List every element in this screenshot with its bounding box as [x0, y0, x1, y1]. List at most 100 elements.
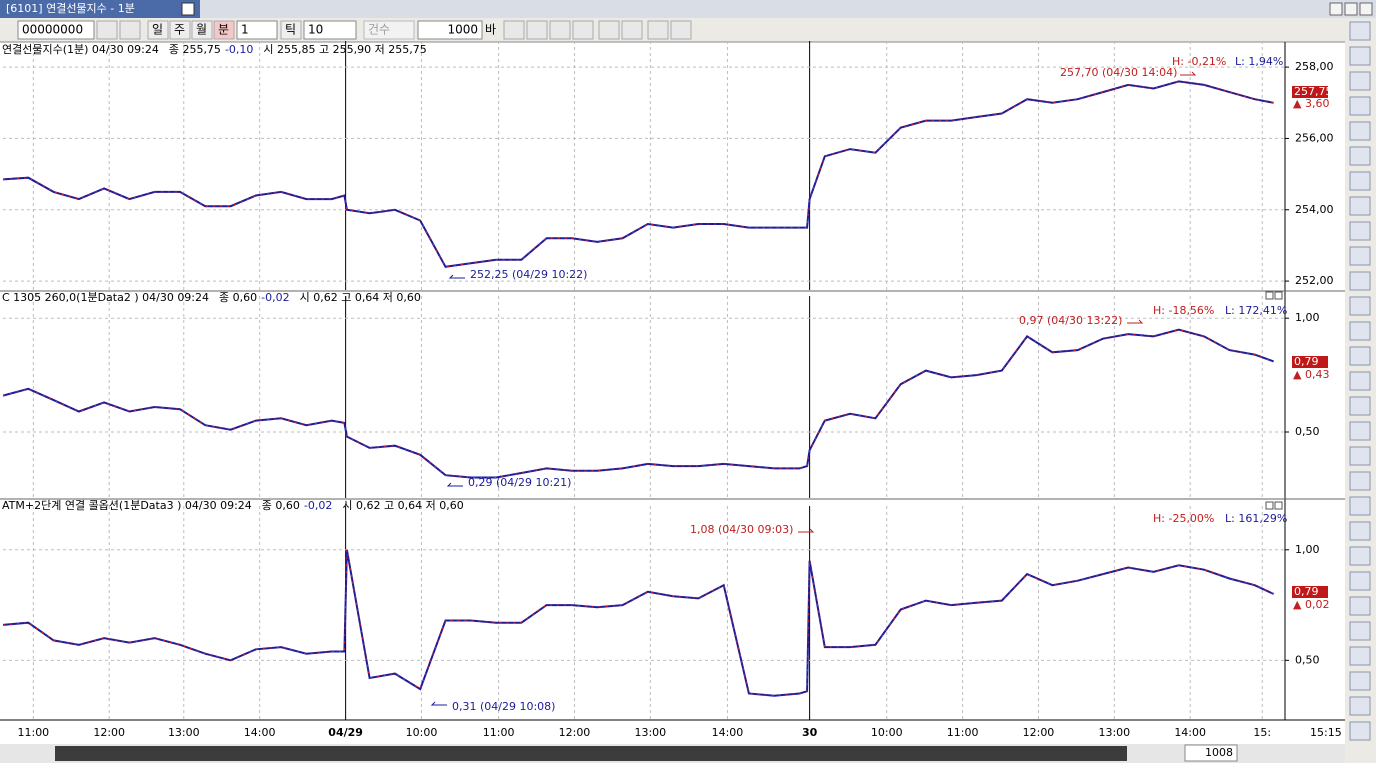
tick-label: 틱: [285, 23, 296, 37]
month-label: 월: [196, 23, 207, 37]
tool-button[interactable]: [647, 20, 669, 40]
last-time: 15:15: [1310, 726, 1342, 739]
panel-legend: ATM+2단계 연결 콜옵션(1분Data3 ) 04/30 09:24 종 0,…: [2, 499, 464, 512]
side-tool[interactable]: [1349, 296, 1371, 316]
close-button[interactable]: [1359, 2, 1373, 16]
legend-close: 종 0,60: [262, 499, 300, 512]
bar-count-box[interactable]: [1184, 744, 1238, 762]
side-tool[interactable]: [1349, 646, 1371, 666]
side-tool[interactable]: [1349, 96, 1371, 116]
panel-close-button[interactable]: [1274, 501, 1283, 510]
side-tool[interactable]: [1349, 46, 1371, 66]
minute-button[interactable]: [213, 20, 235, 40]
week-button[interactable]: [169, 20, 191, 40]
min-arrow: [430, 701, 447, 706]
side-tool[interactable]: [1349, 246, 1371, 266]
x-tick-label: 14:00: [1174, 726, 1206, 739]
side-tool[interactable]: [1349, 446, 1371, 466]
side-tool[interactable]: [1349, 571, 1371, 591]
side-tool[interactable]: [1349, 696, 1371, 716]
last-price: 0,79: [1294, 355, 1319, 368]
side-tool[interactable]: [1349, 271, 1371, 291]
min-annotation: 252,25 (04/29 10:22): [470, 268, 587, 281]
tool-button[interactable]: [598, 20, 620, 40]
max-arrow: [1127, 319, 1144, 324]
panel-legend: 연결선물지수(1분) 04/30 09:24 종 255,75 -0,10 시 255…: [2, 43, 427, 56]
low-percent: L: 161,29%: [1225, 512, 1287, 525]
side-tool[interactable]: [1349, 596, 1371, 616]
tool-button[interactable]: [526, 20, 548, 40]
side-tool[interactable]: [1349, 521, 1371, 541]
bar-count: 1008: [1205, 746, 1233, 759]
price-line: [2, 328, 1274, 479]
minimize-button[interactable]: [1329, 2, 1343, 16]
code-input[interactable]: [17, 20, 95, 40]
max-arrow: [1180, 71, 1197, 76]
count-combo[interactable]: [363, 20, 415, 40]
search-button[interactable]: [96, 20, 118, 40]
tool-button[interactable]: [549, 20, 571, 40]
y-tick-label: 1,00: [1295, 543, 1320, 556]
legend-close: 종 0,60: [219, 291, 257, 304]
side-tool[interactable]: [1349, 71, 1371, 91]
last-price-tag: [1292, 86, 1328, 98]
x-tick-label: 12:00: [93, 726, 125, 739]
side-tool[interactable]: [1349, 221, 1371, 241]
tick-button[interactable]: [280, 20, 302, 40]
side-tool[interactable]: [1349, 346, 1371, 366]
high-percent: H: -25,00%: [1153, 512, 1214, 525]
side-tool[interactable]: [1349, 371, 1371, 391]
bars-value: 1000: [447, 23, 478, 37]
last-price: 257,75: [1294, 85, 1333, 98]
high-percent: H: -0,21%: [1172, 55, 1226, 68]
bars-input[interactable]: [417, 20, 483, 40]
side-tool[interactable]: [1349, 496, 1371, 516]
side-tool[interactable]: [1349, 671, 1371, 691]
x-tick-label: 12:00: [1023, 726, 1055, 739]
change-tag: ▲ 0,43: [1293, 368, 1329, 381]
day-label: 일: [152, 23, 163, 37]
max-annotation: 0,97 (04/30 13:22): [1019, 314, 1122, 327]
side-tool[interactable]: [1349, 396, 1371, 416]
side-tool[interactable]: [1349, 146, 1371, 166]
side-tool[interactable]: [1349, 121, 1371, 141]
side-tool[interactable]: [1349, 21, 1371, 41]
title-tab: [0, 0, 200, 18]
max-arrow: [798, 528, 815, 533]
side-tool[interactable]: [1349, 196, 1371, 216]
panel-min-button[interactable]: [1265, 501, 1274, 510]
panel-legend: C 1305 260,0(1분Data2 ) 04/30 09:24 종 0,60…: [2, 291, 421, 304]
tool-button[interactable]: [670, 20, 692, 40]
scroll-thumb[interactable]: [55, 746, 1127, 761]
tool-button[interactable]: [503, 20, 525, 40]
side-tool[interactable]: [1349, 546, 1371, 566]
week-label: 주: [174, 23, 185, 37]
interval-combo[interactable]: [236, 20, 278, 40]
min-annotation: 0,29 (04/29 10:21): [468, 476, 571, 489]
month-button[interactable]: [191, 20, 213, 40]
side-tool[interactable]: [1349, 721, 1371, 741]
low-percent: L: 172,41%: [1225, 304, 1287, 317]
y-tick-label: 258,00: [1295, 60, 1334, 73]
close-tab[interactable]: [181, 2, 195, 16]
y-tick-label: 0,50: [1295, 653, 1320, 666]
y-tick-label: 254,00: [1295, 203, 1334, 216]
panel-min-button[interactable]: [1265, 291, 1274, 300]
x-tick-label: 15:: [1253, 726, 1271, 739]
legend-close: 종 255,75: [169, 43, 221, 56]
maximize-button[interactable]: [1344, 2, 1358, 16]
side-tool[interactable]: [1349, 421, 1371, 441]
x-tick-label: 10:00: [406, 726, 438, 739]
side-tool[interactable]: [1349, 321, 1371, 341]
panel-close-button[interactable]: [1274, 291, 1283, 300]
side-tool[interactable]: [1349, 471, 1371, 491]
search-clear-button[interactable]: [119, 20, 141, 40]
tick-combo[interactable]: [303, 20, 357, 40]
tool-button[interactable]: [621, 20, 643, 40]
side-tool[interactable]: [1349, 171, 1371, 191]
price-line-highlight: [2, 549, 1274, 697]
tool-button[interactable]: [572, 20, 594, 40]
day-button[interactable]: [147, 20, 169, 40]
side-tool[interactable]: [1349, 621, 1371, 641]
